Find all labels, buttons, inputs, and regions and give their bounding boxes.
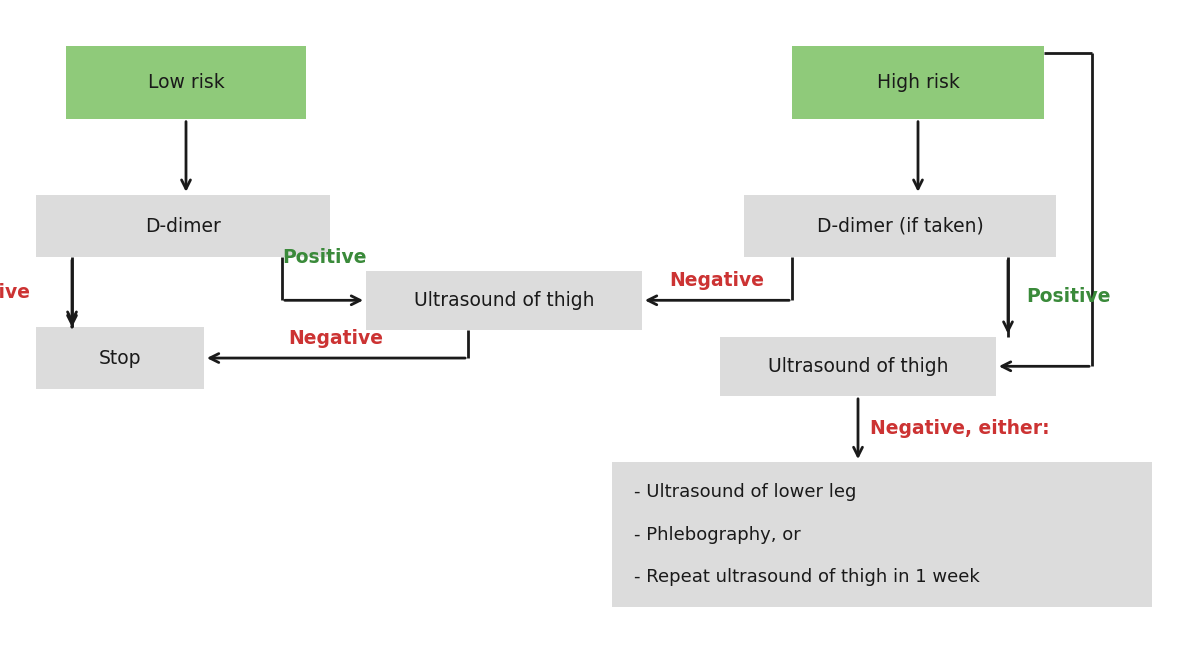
Text: High risk: High risk: [876, 73, 960, 92]
Text: D-dimer: D-dimer: [145, 216, 221, 236]
Text: Stop: Stop: [98, 348, 142, 368]
Text: Negative: Negative: [0, 282, 30, 302]
Text: Negative: Negative: [288, 329, 384, 348]
FancyBboxPatch shape: [612, 462, 1152, 607]
Text: - Ultrasound of lower leg: - Ultrasound of lower leg: [634, 482, 856, 501]
Text: - Phlebography, or: - Phlebography, or: [634, 525, 800, 544]
Text: Ultrasound of thigh: Ultrasound of thigh: [768, 357, 948, 376]
FancyBboxPatch shape: [36, 327, 204, 389]
Text: Low risk: Low risk: [148, 73, 224, 92]
FancyBboxPatch shape: [36, 195, 330, 257]
FancyBboxPatch shape: [366, 271, 642, 330]
FancyBboxPatch shape: [744, 195, 1056, 257]
Text: D-dimer (if taken): D-dimer (if taken): [817, 216, 983, 236]
FancyBboxPatch shape: [720, 337, 996, 396]
Text: - Repeat ultrasound of thigh in 1 week: - Repeat ultrasound of thigh in 1 week: [634, 568, 979, 587]
Text: Positive: Positive: [1026, 288, 1110, 306]
Text: Positive: Positive: [282, 248, 366, 267]
Text: Negative: Negative: [670, 271, 764, 290]
Text: Ultrasound of thigh: Ultrasound of thigh: [414, 291, 594, 310]
Text: Negative, either:: Negative, either:: [870, 420, 1050, 438]
FancyBboxPatch shape: [66, 46, 306, 119]
FancyBboxPatch shape: [792, 46, 1044, 119]
